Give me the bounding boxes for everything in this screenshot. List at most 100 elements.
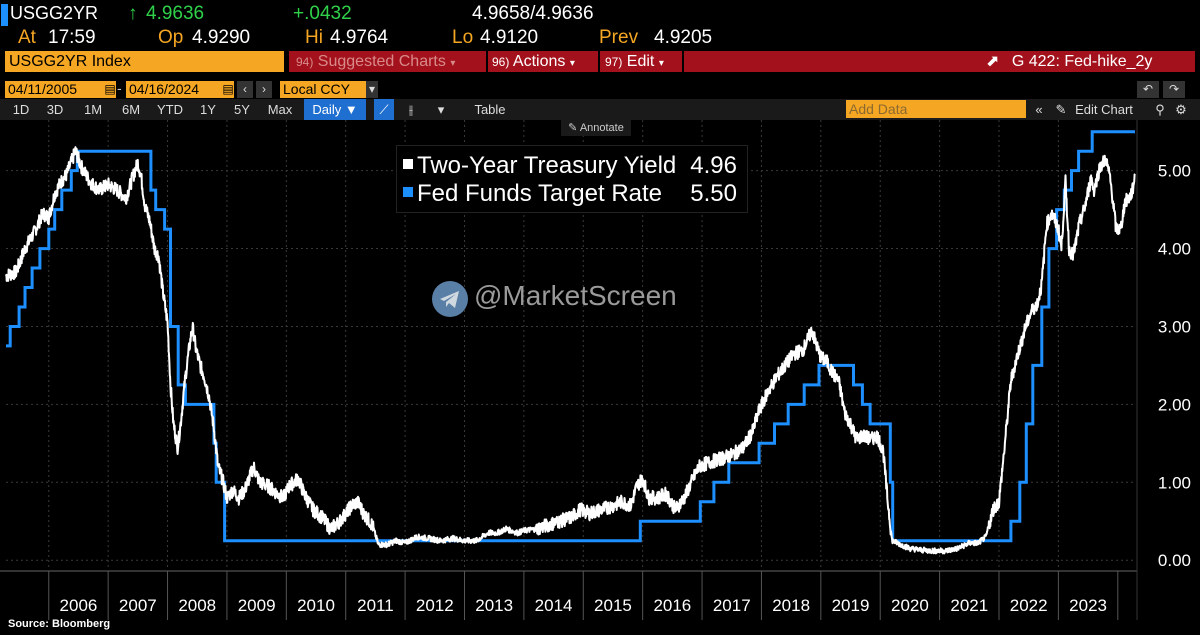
legend-item-fed[interactable]: Fed Funds Target Rate 5.50 [403,180,743,208]
edit-label: Edit [626,53,655,70]
suggested-charts-label: Suggested Charts [317,53,446,70]
external-link-icon: ⬈ [986,53,1000,70]
x-tick-label: 2010 [297,596,335,615]
ticker-marker [1,4,8,26]
range-1y[interactable]: 1Y [200,102,216,117]
high-value: 4.9764 [330,27,389,48]
x-tick-label: 2008 [178,596,216,615]
date-separator: - [117,80,122,96]
chevron-down-icon: ▾ [569,58,575,69]
redo-icon[interactable]: ↷ [1163,81,1185,98]
chevron-down-icon: ▾ [658,58,664,69]
open-label: Op [158,27,184,48]
collapse-icon[interactable]: « [1035,102,1043,117]
x-tick-label: 2018 [772,596,810,615]
chevron-down-icon: ▾ [450,58,456,69]
fed-funds-series-line [6,130,1135,543]
prev-value: 4.9205 [654,27,713,48]
x-tick-label: 2013 [475,596,513,615]
range-1m[interactable]: 1M [83,102,103,117]
annotate-label: Annotate [579,122,624,134]
watermark: @MarketScreen [474,280,677,311]
add-data-input[interactable]: Add Data [846,100,1026,118]
x-tick-label: 2016 [653,596,691,615]
start-date-input[interactable]: 04/11/2005 [5,81,113,98]
actions-number: 96) [492,55,510,69]
next-icon[interactable]: › [256,81,272,98]
chart-id: G 422: Fed-hike_2y [1011,53,1153,70]
legend-value: 5.50 [690,180,737,207]
end-date-input[interactable]: 04/16/2024 [126,81,232,98]
currency-select[interactable]: Local CCY [280,81,366,98]
bid-ask: 4.9658/4.9636 [472,3,594,24]
actions-label: Actions [512,53,566,70]
x-tick-label: 2023 [1069,596,1107,615]
legend-swatch [403,158,413,169]
bar-style-icon[interactable]: ⫲ [408,102,414,117]
y-tick-label: 3.00 [1158,317,1191,336]
suggested-charts-menu[interactable]: 94) Suggested Charts ▾ [296,51,455,72]
security-input[interactable]: USGG2YR Index [5,51,284,72]
x-tick-label: 2022 [1010,596,1048,615]
x-tick-label: 2020 [891,596,929,615]
x-tick-label: 2011 [357,596,394,615]
range-5y[interactable]: 5Y [234,102,250,117]
y-tick-label: 5.00 [1158,162,1191,181]
y-tick-label: 2.00 [1158,395,1191,414]
calendar-icon[interactable]: ▤ [222,81,234,98]
x-tick-label: 2015 [594,596,632,615]
pencil-icon: ✎ [1055,102,1067,117]
yield-chart: 0.00 1.00 2.00 3.00 4.00 5.00 2006 2007 2008 2009… [0,120,1191,620]
legend-item-yield[interactable]: Two-Year Treasury Yield 4.96 [403,152,743,180]
at-value: 17:59 [48,27,96,48]
up-arrow-icon: ↑ [128,3,138,24]
x-tick-label: 2014 [535,596,573,615]
edit-menu[interactable]: 97) Edit ▾ [605,51,664,72]
legend-label: Fed Funds Target Rate [417,180,663,207]
chevron-down-icon[interactable]: ▾ [437,102,445,117]
range-ytd[interactable]: YTD [157,102,183,117]
two-year-yield-series-line [5,146,1136,555]
x-tick-label: 2021 [950,596,988,615]
high-label: Hi [305,27,323,48]
calendar-icon[interactable]: ▤ [104,81,116,98]
y-tick-label: 1.00 [1158,473,1191,492]
range-3d[interactable]: 3D [46,102,64,117]
legend-swatch [403,186,413,197]
low-label: Lo [452,27,474,48]
menu-divider [486,51,488,72]
low-value: 4.9120 [480,27,539,48]
x-tick-label: 2007 [119,596,157,615]
legend-value: 4.96 [690,152,737,179]
table-button[interactable]: Table [474,102,506,117]
previous-icon[interactable]: ‹ [237,81,253,98]
last-price: 4.9636 [146,3,205,24]
annotate-button[interactable]: ✎ Annotate [561,120,631,136]
range-max[interactable]: Max [267,102,293,117]
actions-menu[interactable]: 96) Actions ▾ [492,51,575,72]
undo-icon[interactable]: ↶ [1137,81,1159,98]
suggested-charts-number: 94) [296,55,314,69]
edit-chart-button[interactable]: Edit Chart [1075,102,1133,117]
price-change: +.0432 [293,3,352,24]
menu-divider [598,51,600,72]
gear-icon[interactable]: ⚙ [1175,102,1187,117]
menu-divider [682,51,684,72]
telegram-icon [432,281,468,317]
line-chart-icon[interactable]: ⟋ [374,99,394,120]
x-tick-label: 2017 [713,596,751,615]
pin-icon[interactable]: ⚲ [1155,102,1165,117]
y-tick-label: 0.00 [1158,551,1191,570]
chart-id-link[interactable]: ⬈ G 422: Fed-hike_2y [986,51,1152,72]
open-value: 4.9290 [192,27,251,48]
range-6m[interactable]: 6M [121,102,141,117]
x-tick-label: 2012 [416,596,454,615]
source-note: Source: Bloomberg [8,618,111,630]
ticker-symbol: USGG2YR [10,3,99,23]
range-1d[interactable]: 1D [12,102,30,117]
chevron-down-icon[interactable]: ▾ [366,81,378,98]
frequency-select[interactable]: Daily ▼ [304,99,366,120]
edit-number: 97) [605,55,623,69]
y-tick-label: 4.00 [1158,240,1191,259]
chart-legend: Two-Year Treasury Yield 4.96 Fed Funds T… [396,145,748,213]
